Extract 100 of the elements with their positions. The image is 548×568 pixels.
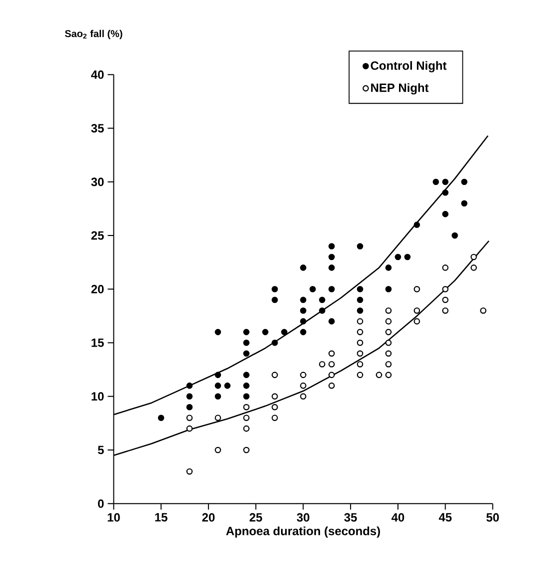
point [452, 232, 458, 239]
x-tick-label: 50 [486, 513, 499, 522]
point [319, 296, 326, 304]
point [328, 286, 335, 292]
point [385, 264, 392, 271]
point [272, 393, 278, 400]
point [272, 372, 278, 378]
point [300, 372, 306, 378]
point [214, 372, 222, 378]
point [328, 350, 335, 357]
point [328, 243, 335, 250]
point [272, 340, 278, 346]
point [186, 404, 193, 410]
x-tick-label: 40 [391, 513, 404, 522]
point [272, 404, 278, 410]
point [272, 414, 278, 421]
point [385, 350, 392, 357]
point [442, 296, 448, 304]
point [300, 382, 306, 389]
point [186, 393, 193, 400]
y-tick-label: 35 [91, 124, 104, 133]
y-tick-label: 10 [92, 392, 104, 401]
point [186, 468, 193, 475]
y-tick-label: 30 [91, 178, 104, 186]
point [442, 178, 448, 186]
point [243, 350, 250, 357]
point [300, 296, 306, 304]
point [414, 286, 420, 292]
point [356, 361, 364, 368]
point [385, 318, 392, 324]
point [243, 404, 250, 410]
y-axis-title: Sao$_{2}$ fall (%) [64, 30, 122, 40]
legend-label: NEP Night [371, 83, 429, 94]
point [214, 414, 222, 421]
x-tick-label: 15 [155, 513, 168, 522]
point [224, 382, 231, 389]
point [461, 178, 468, 186]
point [319, 361, 326, 368]
point [480, 307, 486, 314]
point [186, 425, 193, 432]
point [262, 328, 268, 336]
point [214, 328, 222, 336]
point [214, 446, 222, 454]
point [328, 318, 335, 324]
point [243, 340, 250, 346]
point [385, 372, 392, 378]
point [356, 286, 364, 292]
point [243, 393, 250, 400]
point [214, 393, 222, 400]
point [385, 361, 392, 368]
point [186, 382, 193, 389]
point [385, 286, 392, 292]
x-tick-label: 45 [438, 513, 452, 522]
point [243, 425, 250, 432]
point [272, 296, 278, 304]
x-tick-label: 25 [250, 513, 262, 522]
y-tick-label: 25 [91, 231, 104, 240]
point [414, 307, 420, 314]
point [356, 296, 364, 304]
point [385, 307, 392, 314]
point [442, 286, 448, 292]
point [356, 340, 364, 346]
point [356, 372, 364, 378]
point [442, 210, 448, 218]
x-tick-label: 30 [296, 513, 310, 522]
point [310, 286, 316, 292]
y-tick-label: 0 [98, 499, 104, 508]
point [300, 307, 306, 314]
point [300, 393, 306, 400]
point [243, 328, 250, 336]
point [214, 382, 222, 389]
point [328, 382, 335, 389]
point [328, 372, 335, 378]
point [432, 178, 439, 186]
point [243, 372, 250, 378]
x-tick-label: 35 [344, 513, 357, 522]
point [328, 264, 335, 271]
point [158, 414, 164, 421]
point [470, 254, 477, 260]
legend-label: Control Night [370, 61, 447, 72]
point [272, 286, 278, 292]
point [404, 254, 411, 260]
point [356, 350, 364, 357]
point [442, 189, 448, 196]
point [356, 243, 364, 250]
point [328, 361, 335, 368]
y-tick-label: 40 [91, 70, 104, 79]
point [243, 382, 250, 389]
point [300, 318, 306, 324]
x-tick-label: 20 [202, 513, 215, 522]
y-tick-label: 15 [92, 338, 104, 347]
point [470, 264, 477, 271]
point [328, 254, 335, 260]
point [376, 372, 382, 378]
point [356, 328, 364, 336]
x-tick-label: 10 [108, 513, 120, 522]
point [319, 307, 326, 314]
point [461, 200, 468, 206]
point [414, 222, 420, 228]
x-axis-title: Apnoea duration (seconds) [226, 526, 380, 538]
